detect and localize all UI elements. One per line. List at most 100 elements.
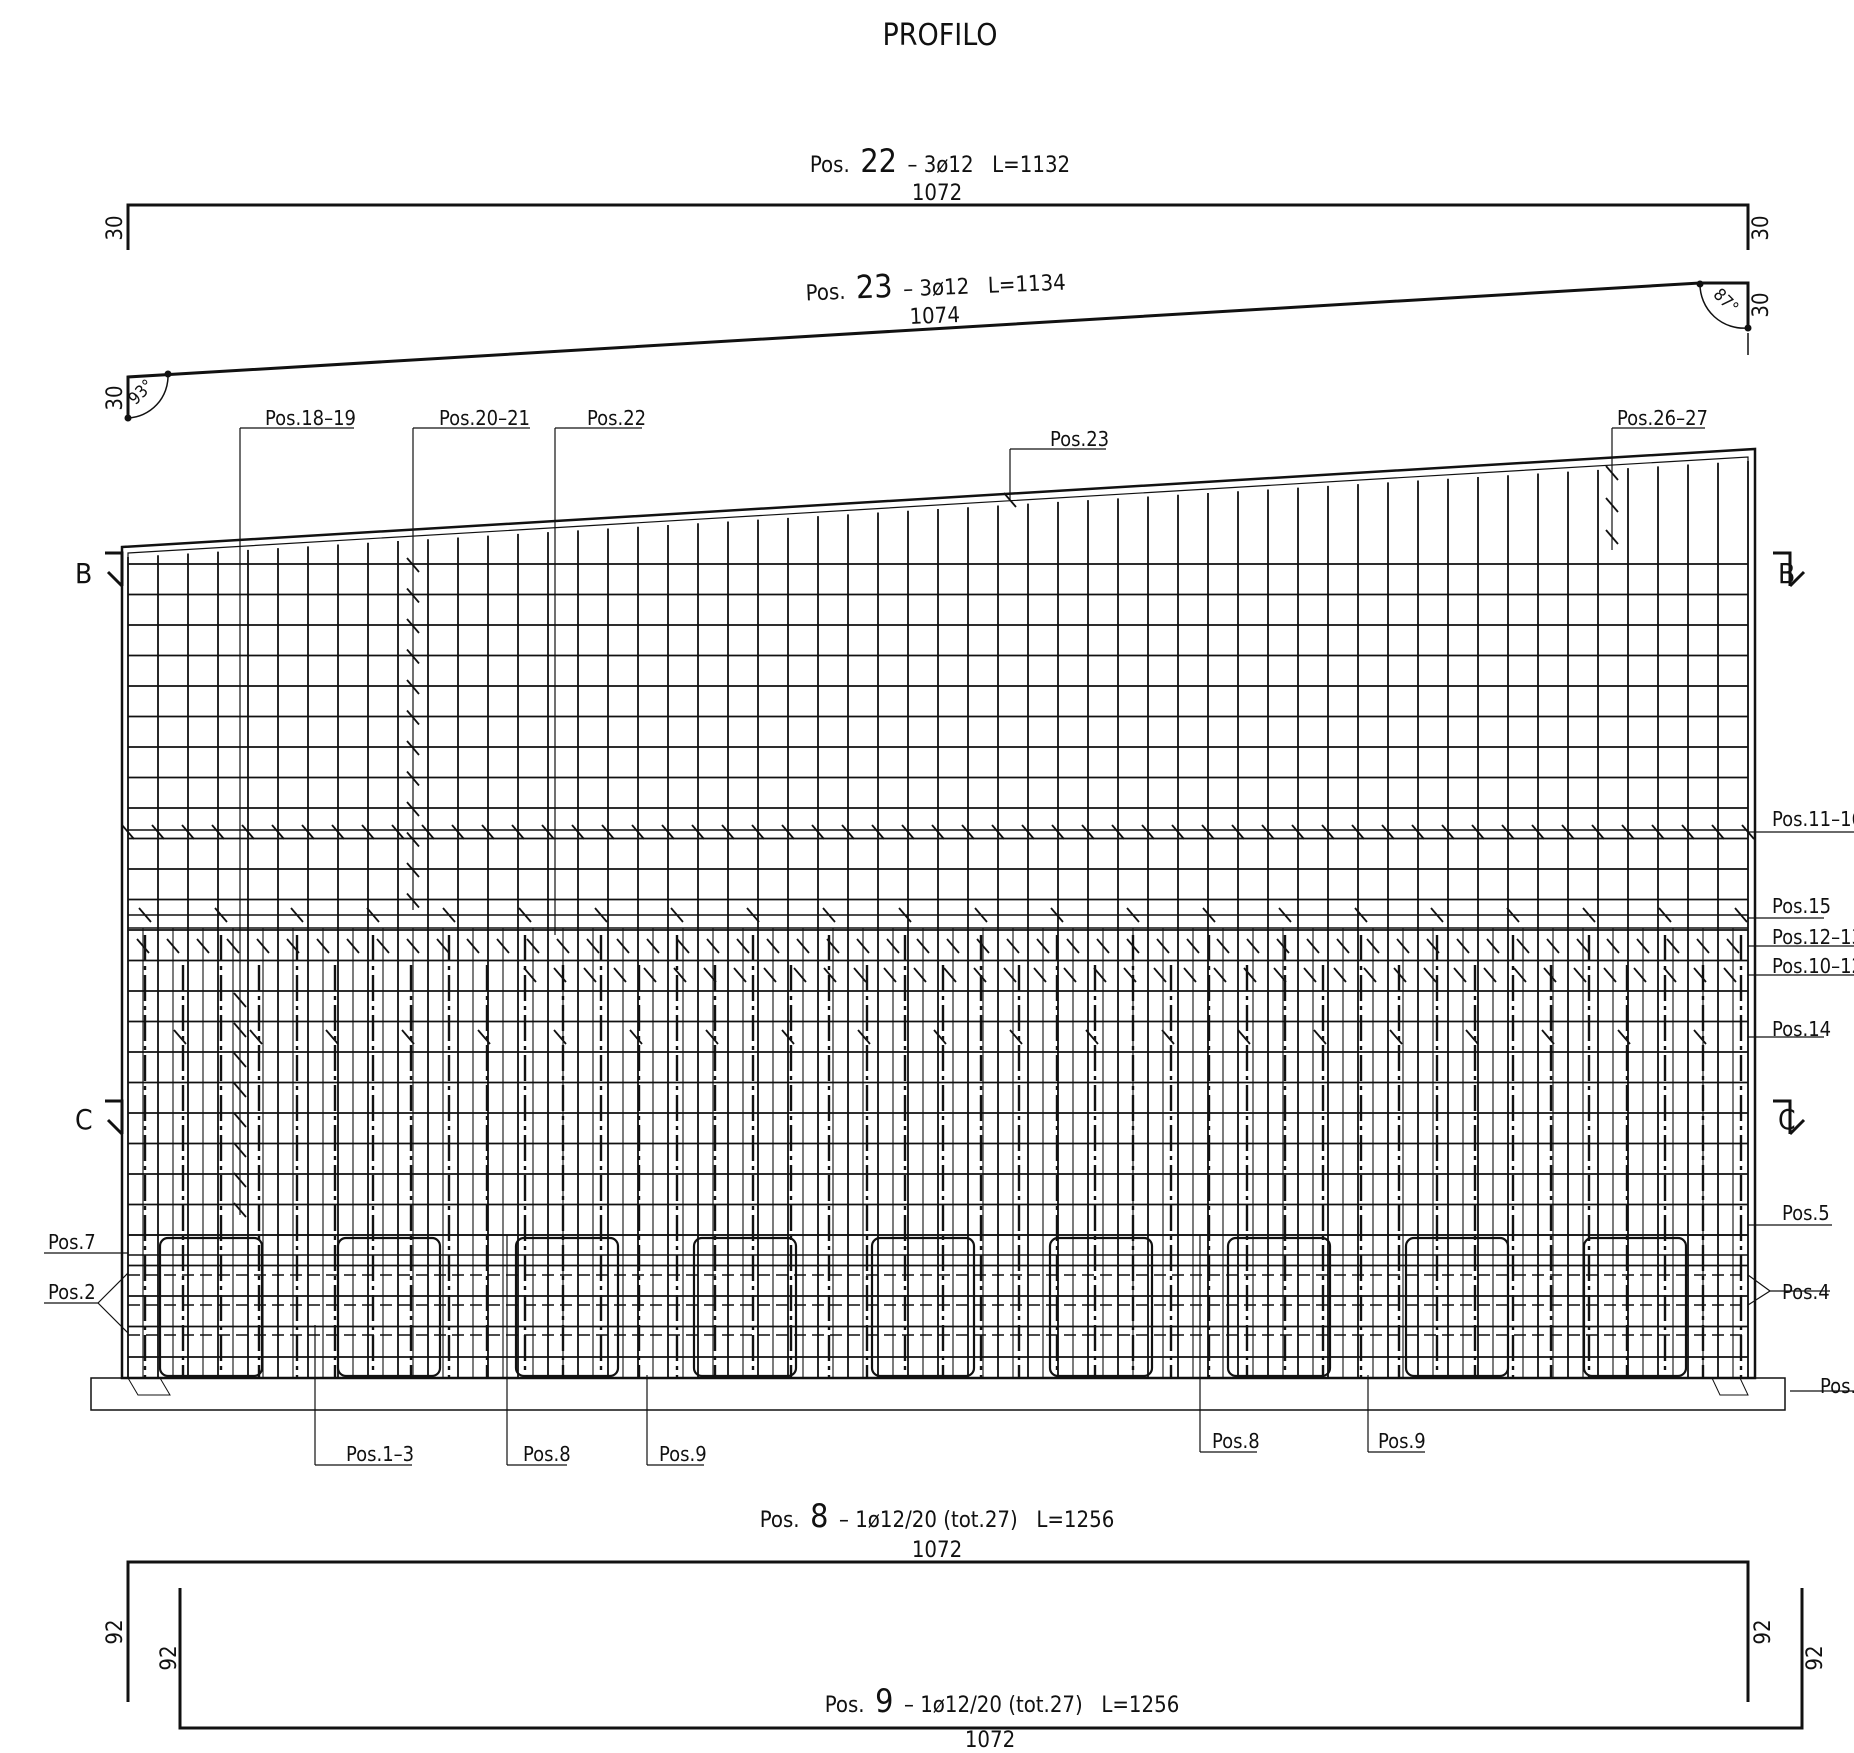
tick-pos11-16 — [241, 824, 255, 840]
tick-pos14 — [1693, 1029, 1707, 1045]
tick-pos11-16 — [331, 824, 345, 840]
section-marker-c-left: C — [75, 1099, 124, 1136]
bar-pos9-title: Pos. 9 – 1ø12/20 (tot.27) L=1256 — [825, 1682, 1180, 1720]
tick-pos15 — [670, 907, 684, 923]
tick-pos12-13 — [226, 938, 240, 954]
tick-pos15 — [898, 907, 912, 923]
tick-pos11-16 — [361, 824, 375, 840]
bar-pos22-dimension: 1072 — [912, 181, 962, 206]
tick-pos12-13 — [1006, 938, 1020, 954]
tick-pos11-16 — [1351, 824, 1365, 840]
reinforcement-grid — [127, 461, 1749, 1378]
tick-pos10-12 — [1153, 967, 1167, 983]
bar-pos9-shape — [178, 1588, 1804, 1730]
tick-pos12-13 — [1546, 938, 1560, 954]
tick-pos15 — [1506, 907, 1520, 923]
bar-pos9-schedule: 92 92 Pos. 9 – 1ø12/20 (tot.27) L=1256 1… — [157, 1588, 1828, 1753]
tick-pos15 — [1278, 907, 1292, 923]
tick-pos12-13 — [466, 938, 480, 954]
tick-pos10-12 — [1603, 967, 1617, 983]
section-b-right-label: B — [1778, 557, 1795, 590]
tick-pos10-12 — [1303, 967, 1317, 983]
label-pos-9-left: Pos.9 — [659, 1442, 707, 1466]
label-pos-14: Pos.14 — [1772, 1017, 1831, 1041]
bar-pos9-leg-left: 92 — [157, 1645, 182, 1670]
bar-pos8-spec: – 1ø12/20 (tot.27) — [839, 1508, 1018, 1533]
tick-pos11-16 — [721, 824, 735, 840]
tick-pos11-16 — [121, 824, 135, 840]
tick-pos12-13 — [766, 938, 780, 954]
bar-pos23-title: Pos. 23 – 3ø12 L=1134 — [805, 260, 1067, 309]
label-pos-15: Pos.15 — [1772, 894, 1831, 918]
stirrup — [336, 1236, 442, 1378]
label-pos-8-left: Pos.8 — [523, 1442, 571, 1466]
tick-pos11-16 — [1081, 824, 1095, 840]
tick-pos12-13 — [586, 938, 600, 954]
tick-pos10-12 — [1243, 967, 1257, 983]
tick-pos10-12 — [583, 967, 597, 983]
bar-pos23-node — [164, 370, 172, 378]
bar-pos22-spec: – 3ø12 — [908, 153, 974, 178]
bar-pos22-title: Pos. 22 – 3ø12 L=1132 — [810, 142, 1070, 180]
label-pos-1-3: Pos.1–3 — [346, 1442, 414, 1466]
tick-pos12-13 — [1066, 938, 1080, 954]
tick-pos11-16 — [991, 824, 1005, 840]
tick-pos11-16 — [781, 824, 795, 840]
tick-pos11-16 — [1621, 824, 1635, 840]
tick-pos10-12 — [1363, 967, 1377, 983]
tick-pos12-13 — [1576, 938, 1590, 954]
tick-pos11-16 — [481, 824, 495, 840]
tick-pos15 — [746, 907, 760, 923]
tick-pos12-13 — [796, 938, 810, 954]
tick-pos10-12 — [643, 967, 657, 983]
bar-pos23-angle-left: 93° — [125, 376, 158, 409]
bar-pos23-spec: – 3ø12 — [903, 275, 970, 303]
tick-pos10-12 — [1453, 967, 1467, 983]
stirrup — [870, 1236, 976, 1378]
section-marker-b-right: B — [1773, 551, 1806, 590]
tick-pos12-13 — [1096, 938, 1110, 954]
stirrup — [1048, 1236, 1154, 1378]
tick-pos12-13 — [1366, 938, 1380, 954]
label-pos-8-right: Pos.8 — [1212, 1429, 1260, 1453]
bar-pos23-prefix: Pos. — [805, 280, 846, 307]
tick-pos12-13 — [1636, 938, 1650, 954]
tick-pos12-13 — [856, 938, 870, 954]
tick-pos10-12 — [613, 967, 627, 983]
tick-pos14 — [477, 1029, 491, 1045]
wall-elevation — [90, 447, 1786, 1411]
label-pos-12-13: Pos.12–13 — [1772, 925, 1854, 949]
tick-pos15 — [594, 907, 608, 923]
tick-pos12-13 — [916, 938, 930, 954]
stirrup — [1404, 1236, 1510, 1378]
tick-pos11-16 — [421, 824, 435, 840]
tick-pos12-13 — [436, 938, 450, 954]
stirrup — [1226, 1236, 1332, 1378]
tick-pos14 — [173, 1029, 187, 1045]
tick-pos12-13 — [886, 938, 900, 954]
tick-pos11-16 — [181, 824, 195, 840]
tick-pos15 — [138, 907, 152, 923]
tick-pos14 — [325, 1029, 339, 1045]
bar-pos8-leg-right: 92 — [1751, 1619, 1776, 1644]
tick-pos12-13 — [736, 938, 750, 954]
tick-pos11-16 — [1381, 824, 1395, 840]
label-pos-2: Pos.2 — [48, 1280, 96, 1304]
tick-pos11-16 — [211, 824, 225, 840]
tick-pos11-16 — [901, 824, 915, 840]
tick-pos12-13 — [1516, 938, 1530, 954]
tick-pos12-13 — [646, 938, 660, 954]
bar-pos23-angle-arc-right — [1699, 283, 1749, 329]
bar-pos8-title: Pos. 8 – 1ø12/20 (tot.27) L=1256 — [760, 1497, 1115, 1535]
tick-pos12-13 — [1246, 938, 1260, 954]
tick-pos10-12 — [1033, 967, 1047, 983]
tick-pos11-16 — [1501, 824, 1515, 840]
tick-pos14 — [857, 1029, 871, 1045]
tick-pos12-13 — [1126, 938, 1140, 954]
tick-pos12-13 — [826, 938, 840, 954]
bar-pos22-length: L=1132 — [992, 153, 1070, 178]
tick-pos11-16 — [811, 824, 825, 840]
tick-pos15 — [366, 907, 380, 923]
tick-pos14 — [933, 1029, 947, 1045]
tick-pos12-13 — [1426, 938, 1440, 954]
